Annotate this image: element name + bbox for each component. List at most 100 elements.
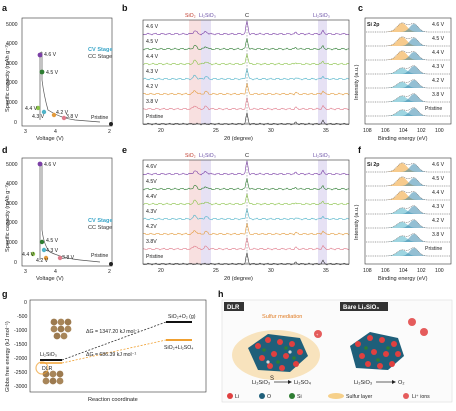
- xps-fill2-v46: [366, 164, 450, 172]
- c-label-44: 4.4 V: [432, 50, 445, 56]
- b-xtick-35: 35: [323, 128, 329, 134]
- d-ytick-3000: 3000: [6, 201, 18, 207]
- g-start-label: Li₂SiO₃: [40, 352, 57, 358]
- d-ytick-0: 0: [14, 260, 17, 266]
- h-li-ion-right-1: [408, 318, 416, 326]
- a-label-43: 4.3 V: [32, 114, 45, 120]
- a-label-42: 4.2 V: [56, 110, 69, 116]
- panel-b-curves: [142, 20, 350, 126]
- d-point-38: [57, 255, 63, 261]
- b-label-li2sio3: Li₂SiO₃: [199, 13, 216, 19]
- a-label-44: 4.4 V: [25, 106, 38, 112]
- panel-c-frame: [364, 17, 452, 125]
- xrd-trace-v45: [142, 38, 350, 51]
- b-band-li2sio3: [201, 20, 211, 124]
- c-label-38: 3.8 V: [432, 92, 445, 98]
- b-label-c: C: [245, 13, 249, 19]
- h-left-formula: Li₂SiO₃: [252, 380, 270, 386]
- xps-trace-v38: [366, 93, 450, 103]
- xps-fill2-v38: [366, 94, 450, 102]
- c-xtick-100: 100: [435, 128, 444, 134]
- panel-b-curve-labels: 4.6 V 4.5 V 4.4 V 4.3 V 4.2 V 3.8 V Pris…: [146, 24, 163, 120]
- h-legend-sulfur: Sulfur layer: [346, 394, 373, 400]
- h-sulfur-mediation: Sulfur mediation: [262, 314, 302, 320]
- panel-d-yticks: 5000 4000 3000 2000 1000 0: [6, 162, 18, 266]
- panel-a-frame: [21, 17, 113, 127]
- h-legend-o-swatch: [259, 393, 265, 399]
- xps-fill2-v42: [366, 220, 450, 228]
- c-title: Si 2p: [367, 22, 379, 28]
- xps-fill2-pristine: [366, 108, 450, 116]
- d-legend-cv: CV Stage: [88, 218, 113, 224]
- b-curve-label-44: 4.4 V: [146, 54, 159, 60]
- xps-trace-pristine: [366, 247, 450, 257]
- panel-d-xlabel: Voltage (V): [36, 276, 64, 282]
- b-band-li2sio3-right: [318, 20, 327, 124]
- xps-trace-pristine: [366, 107, 450, 117]
- xrd-trace-v46: [142, 20, 350, 36]
- d-point-43: [41, 247, 47, 253]
- b-xtick-25: 25: [213, 128, 219, 134]
- e-band-li2sio3: [201, 160, 211, 264]
- e-label-sio2: SiO₂: [185, 153, 196, 159]
- f-label-46: 4.6 V: [432, 162, 445, 168]
- xrd-trace-v38: [142, 237, 350, 251]
- e-xtick-20: 20: [158, 268, 164, 274]
- a-point-44: [35, 105, 41, 111]
- xps-fill2-pristine: [366, 248, 450, 256]
- e-label-li2sio3-right: Li₂SiO₃: [313, 153, 330, 159]
- xrd-trace-v45: [142, 178, 350, 191]
- a-label-46: 4.6 V: [44, 52, 57, 58]
- h-legend-sulfur-swatch: [328, 393, 344, 399]
- h-right-formula: Li₂SiO₃: [354, 380, 372, 386]
- e-curve-label-46: 4.6V: [146, 164, 157, 170]
- d-ytick-5000: 5000: [6, 162, 18, 168]
- xps-trace-v43: [366, 205, 450, 215]
- xps-fill2-v43: [366, 206, 450, 214]
- h-left-s: S: [270, 376, 274, 382]
- panel-e-xlabel: 2θ (degree): [224, 276, 253, 282]
- e-curve-label-38: 3.8V: [146, 239, 157, 245]
- a-ytick-3000: 3000: [6, 61, 18, 67]
- g-ytick-500: -500: [17, 314, 27, 320]
- e-band-sio2: [189, 160, 201, 264]
- xrd-trace-v43: [142, 68, 350, 81]
- f-label-42: 4.2 V: [432, 218, 445, 224]
- b-xtick-30: 30: [268, 128, 274, 134]
- panel-f-frame: [364, 157, 452, 265]
- panel-label-f: f: [358, 145, 362, 155]
- e-curve-label-42: 4.2V: [146, 224, 157, 230]
- d-ytick-2000: 2000: [6, 220, 18, 226]
- b-label-li2sio3-right: Li₂SiO₃: [313, 13, 330, 19]
- h-li-ion-left-glyph: +: [316, 332, 319, 337]
- e-band-li2sio3-right: [318, 160, 327, 264]
- d-legend-cc: CC Stage: [88, 225, 112, 231]
- xps-fill2-v42: [366, 80, 450, 88]
- e-curve-label-pristine: Pristine: [146, 254, 163, 260]
- h-li-ion-right-2: [420, 328, 428, 336]
- xps-trace-v44: [366, 190, 450, 201]
- xps-trace-v45: [366, 36, 450, 47]
- panel-d-ylabel: Specific capacity (mAh g⁻¹): [5, 184, 11, 252]
- xrd-trace-v44: [142, 193, 350, 206]
- g-ytick-3000: -3000: [14, 384, 27, 390]
- h-legend-si-swatch: [289, 393, 295, 399]
- d-xtick-2: 2: [108, 269, 111, 275]
- panel-b-frame: [142, 19, 350, 125]
- xps-trace-v42: [366, 79, 450, 89]
- xps-trace-v46: [366, 22, 450, 33]
- panel-label-a: a: [2, 3, 8, 13]
- h-legend-li-swatch: [227, 393, 233, 399]
- h-right-title: Bare Li₂SiO₃: [343, 305, 379, 311]
- f-xtick-104: 104: [399, 268, 408, 274]
- h-legend-liion-swatch: [403, 393, 409, 399]
- d-point-42: [43, 255, 49, 261]
- panel-label-e: e: [122, 145, 127, 155]
- e-xtick-25: 25: [213, 268, 219, 274]
- g-path-bottom: [61, 339, 167, 364]
- panel-e-frame: [142, 159, 350, 265]
- e-curve-label-43: 4.3V: [146, 209, 157, 215]
- b-band-sio2: [189, 20, 201, 124]
- d-pristine-label: Pristine: [91, 253, 108, 259]
- a-pristine-label: Pristine: [91, 115, 108, 121]
